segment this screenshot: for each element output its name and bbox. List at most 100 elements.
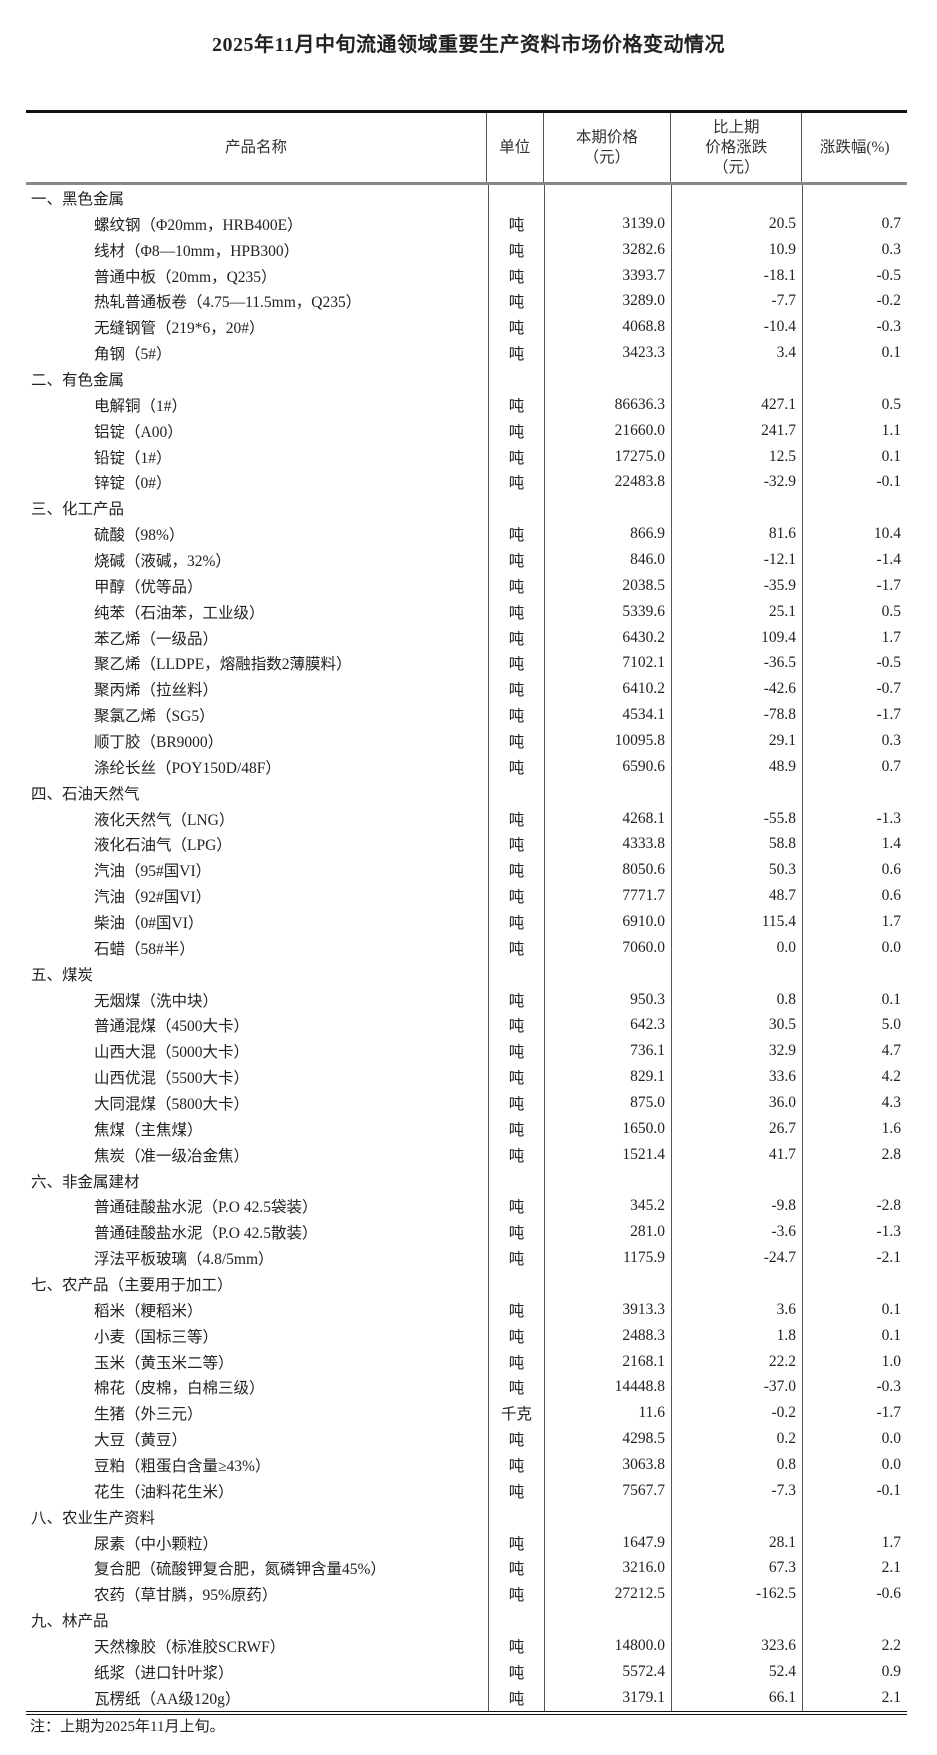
change-pct: -0.5 (802, 262, 907, 289)
change-pct: -0.2 (802, 288, 907, 315)
price-change: 3.6 (671, 1296, 802, 1323)
unit: 吨 (488, 1529, 544, 1556)
price-change: 36.0 (671, 1090, 802, 1116)
current-price: 3063.8 (544, 1452, 671, 1478)
empty-cell (671, 960, 802, 987)
table-row: 螺纹钢（Φ20mm，HRB400E） 吨 3139.0 20.5 0.7 (26, 210, 907, 237)
unit: 吨 (488, 650, 544, 677)
change-pct: -0.3 (802, 1374, 907, 1401)
product-name: 线材（Φ8—10mm，HPB300） (94, 242, 300, 260)
section-title: 九、林产品 (31, 1613, 109, 1631)
table-row: 苯乙烯（一级品） 吨 6430.2 109.4 1.7 (26, 624, 907, 651)
empty-cell (544, 495, 671, 522)
table-row: 无烟煤（洗中块） 吨 950.3 0.8 0.1 (26, 986, 907, 1013)
table-row: 焦炭（准一级冶金焦） 吨 1521.4 41.7 2.8 (26, 1141, 907, 1168)
section-title: 一、黑色金属 (31, 190, 125, 208)
unit: 吨 (488, 1452, 544, 1478)
header-change: 比上期 价格涨跌 （元） (670, 113, 801, 182)
footnote: 注：上期为2025年11月上旬。 (30, 1719, 225, 1735)
unit: 吨 (488, 1684, 544, 1711)
current-price: 5339.6 (544, 598, 671, 625)
current-price: 17275.0 (544, 443, 671, 470)
empty-cell (802, 185, 907, 211)
empty-cell (488, 1271, 544, 1297)
table-row: 液化石油气（LPG） 吨 4333.8 58.8 1.4 (26, 831, 907, 858)
table-row: 山西优混（5500大卡） 吨 829.1 33.6 4.2 (26, 1064, 907, 1091)
price-change: -36.5 (671, 650, 802, 677)
current-price: 829.1 (544, 1064, 671, 1091)
product-name: 复合肥（硫酸钾复合肥，氮磷钾含量45%） (94, 1561, 386, 1579)
price-change: 0.8 (671, 986, 802, 1013)
product-name: 螺纹钢（Φ20mm，HRB400E） (94, 216, 303, 234)
change-pct: 4.7 (802, 1038, 907, 1065)
header-price: 本期价格 （元） (542, 113, 670, 182)
empty-cell (488, 1503, 544, 1530)
section-row: 四、石油天然气 (26, 779, 907, 806)
change-pct: 0.6 (802, 857, 907, 884)
table-row: 焦煤（主焦煤） 吨 1650.0 26.7 1.6 (26, 1115, 907, 1142)
unit: 吨 (488, 1633, 544, 1659)
section-title: 六、非金属建材 (31, 1173, 140, 1191)
price-change: -7.3 (671, 1477, 802, 1504)
change-pct: 10.4 (802, 521, 907, 548)
current-price: 22483.8 (544, 469, 671, 496)
current-price: 3282.6 (544, 236, 671, 263)
product-name: 豆粕（粗蛋白含量≥43%） (94, 1458, 271, 1476)
empty-cell (671, 366, 802, 392)
change-pct: 0.0 (802, 934, 907, 961)
product-name: 普通混煤（4500大卡） (94, 1018, 250, 1036)
product-name: 角钢（5#） (94, 346, 172, 364)
empty-cell (671, 1607, 802, 1634)
unit: 吨 (488, 1477, 544, 1504)
product-name: 涤纶长丝（POY150D/48F） (94, 759, 281, 777)
change-pct: 2.8 (802, 1141, 907, 1168)
product-name: 纸浆（进口针叶浆） (94, 1664, 234, 1682)
unit: 吨 (488, 857, 544, 884)
change-pct: 0.3 (802, 728, 907, 754)
change-pct: 0.1 (802, 443, 907, 470)
unit: 吨 (488, 314, 544, 341)
change-pct: -0.5 (802, 650, 907, 677)
current-price: 3393.7 (544, 262, 671, 289)
empty-cell (802, 1503, 907, 1530)
section-row: 八、农业生产资料 (26, 1503, 907, 1530)
table-header: 产品名称 单位 本期价格 （元） 比上期 价格涨跌 （元） 涨跌幅(%) (26, 113, 907, 185)
product-name: 焦炭（准一级冶金焦） (94, 1147, 250, 1165)
current-price: 14448.8 (544, 1374, 671, 1401)
current-price: 6590.6 (544, 753, 671, 780)
empty-cell (802, 1167, 907, 1194)
product-name: 无缝钢管（219*6，20#） (94, 320, 265, 338)
price-change: 28.1 (671, 1529, 802, 1556)
table-row: 稻米（粳稻米） 吨 3913.3 3.6 0.1 (26, 1296, 907, 1323)
table-row: 汽油（95#国VI） 吨 8050.6 50.3 0.6 (26, 857, 907, 884)
empty-cell (488, 185, 544, 211)
current-price: 2488.3 (544, 1322, 671, 1349)
current-price: 3139.0 (544, 210, 671, 237)
product-name: 铝锭（A00） (94, 423, 183, 441)
table-row: 复合肥（硫酸钾复合肥，氮磷钾含量45%） 吨 3216.0 67.3 2.1 (26, 1555, 907, 1582)
product-name: 天然橡胶（标准胶SCRWF） (94, 1639, 286, 1657)
price-change: 26.7 (671, 1115, 802, 1142)
price-change: -24.7 (671, 1245, 802, 1272)
product-name: 普通硅酸盐水泥（P.O 42.5袋装） (94, 1199, 318, 1217)
section-title: 七、农产品（主要用于加工） (31, 1277, 233, 1295)
price-change: 25.1 (671, 598, 802, 625)
table-row: 瓦楞纸（AA级120g） 吨 3179.1 66.1 2.1 (26, 1684, 907, 1711)
price-change: 10.9 (671, 236, 802, 263)
unit: 吨 (488, 986, 544, 1013)
current-price: 3913.3 (544, 1296, 671, 1323)
header-name: 产品名称 (224, 138, 287, 156)
product-name: 聚乙烯（LLDPE，熔融指数2薄膜料） (94, 656, 352, 674)
price-change: -78.8 (671, 702, 802, 729)
unit: 吨 (488, 1426, 544, 1453)
price-change: -55.8 (671, 805, 802, 832)
table-row: 纯苯（石油苯，工业级） 吨 5339.6 25.1 0.5 (26, 598, 907, 625)
change-pct: 0.5 (802, 598, 907, 625)
header-pct: 涨跌幅(%) (801, 113, 907, 182)
unit: 吨 (488, 1038, 544, 1065)
section-title: 三、化工产品 (31, 501, 125, 519)
change-pct: 0.1 (802, 1322, 907, 1349)
unit: 吨 (488, 598, 544, 625)
empty-cell (544, 185, 671, 211)
product-name: 玉米（黄玉米二等） (94, 1354, 234, 1372)
